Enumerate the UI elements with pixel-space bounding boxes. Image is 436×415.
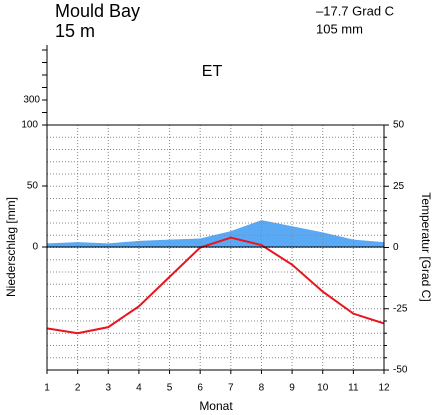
y-tick-label: 50 [27,181,39,192]
x-tick-label: 6 [197,383,203,394]
x-tick-label: 4 [136,383,142,394]
y-tick-label: 0 [32,242,38,253]
x-tick-label: 7 [228,383,234,394]
x-tick-label: 8 [259,383,265,394]
annotation: –17.7 Grad C [316,3,394,18]
annotation: 105 mm [316,21,363,36]
y-axis-label: Niederschlag [mm] [4,197,18,297]
x-tick-label: 9 [289,383,295,394]
temperature-line [46,236,385,335]
chart-subtitle: 15 m [55,21,95,41]
chart-title: Mould Bay [55,1,140,21]
x-tick-label: 2 [75,383,81,394]
y2-tick-label: -25 [393,303,408,314]
x-tick-label: 1 [44,383,50,394]
y2-axis-label: Temperatur [Grad C] [419,192,433,301]
y2-tick-label: -50 [393,365,408,376]
x-axis-label: Monat [199,399,233,413]
x-tick-label: 12 [378,383,390,394]
y2-tick-label: 50 [393,120,405,131]
y2-tick-label: 0 [393,242,399,253]
x-tick-label: 5 [167,383,173,394]
climate-class: ET [202,63,223,80]
precipitation-area [47,220,384,247]
y-upper-tick-label: 300 [23,95,40,106]
x-tick-label: 11 [348,383,359,394]
y2-tick-label: 25 [393,181,405,192]
x-tick-label: 10 [317,383,329,394]
x-tick-label: 3 [105,383,111,394]
y-tick-label: 100 [21,120,38,131]
